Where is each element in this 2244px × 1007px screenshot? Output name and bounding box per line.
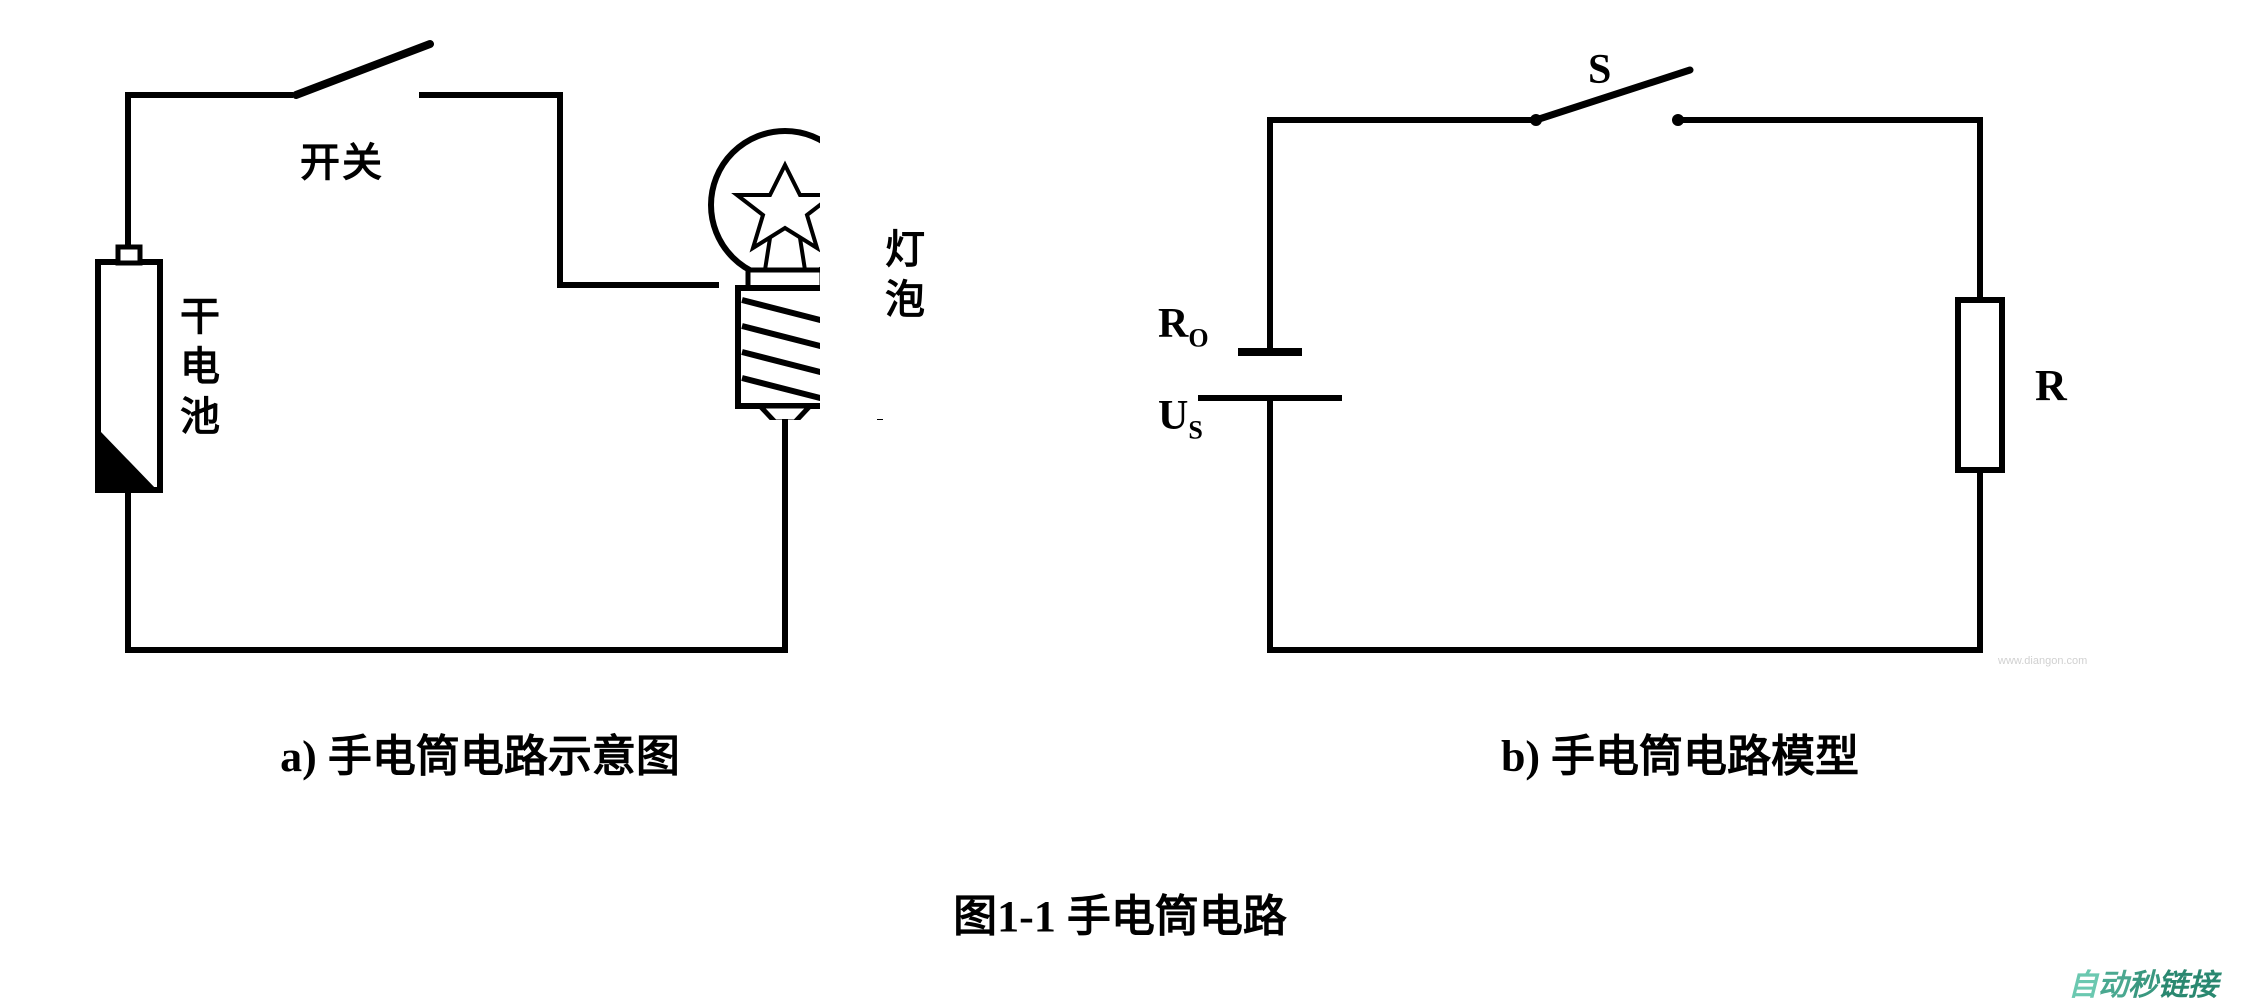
label-us: US	[1158, 392, 1203, 445]
label-switch-b: S	[1588, 46, 1611, 94]
label-load-r: R	[2035, 360, 2067, 411]
label-bulb: 灯泡	[885, 225, 925, 325]
caption-a: a) 手电筒电路示意图	[200, 720, 760, 784]
figure-container: 开关 干电池 灯泡 S RO US R a) 手电筒电路示意图 b) 手电筒电路…	[0, 0, 2244, 1007]
figure-title: 图1-1 手电筒电路	[880, 880, 1360, 944]
caption-b: b) 手电筒电路模型	[1440, 720, 1920, 784]
watermark-text: www.diangon.com	[1998, 655, 2087, 667]
label-r0: RO	[1158, 300, 1209, 353]
label-switch-a: 开关	[300, 130, 384, 188]
label-battery: 干电池	[180, 292, 220, 442]
brand-logo: 自动秒链接	[2068, 960, 2218, 1004]
